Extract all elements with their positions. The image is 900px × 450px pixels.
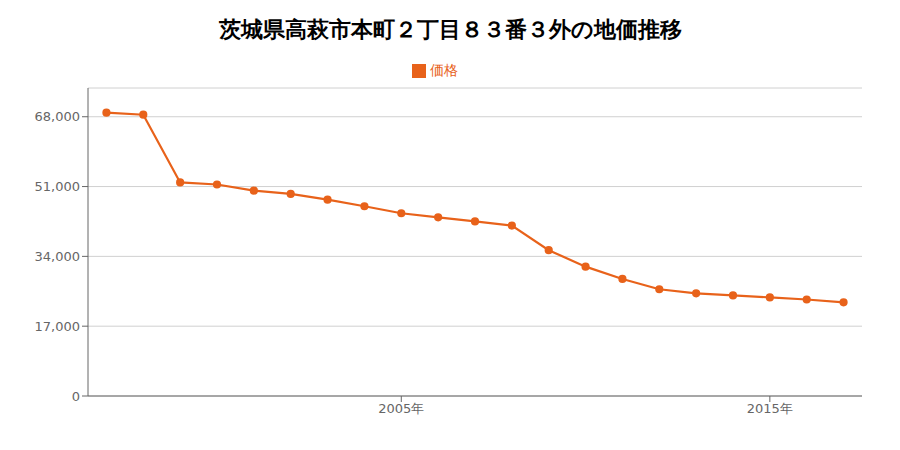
- svg-text:17,000: 17,000: [35, 319, 81, 334]
- svg-text:0: 0: [72, 389, 80, 404]
- svg-text:2005年: 2005年: [378, 401, 424, 416]
- svg-text:2015年: 2015年: [747, 401, 793, 416]
- svg-text:51,000: 51,000: [35, 179, 81, 194]
- svg-text:34,000: 34,000: [35, 249, 81, 264]
- html-text:茨城県高萩市本町２丁目８３番３外の地価推移: 茨城県高萩市本町２丁目８３番３外の地価推移: [218, 17, 682, 42]
- svg-text:68,000: 68,000: [35, 109, 81, 124]
- html-text:価格: 価格: [430, 62, 458, 78]
